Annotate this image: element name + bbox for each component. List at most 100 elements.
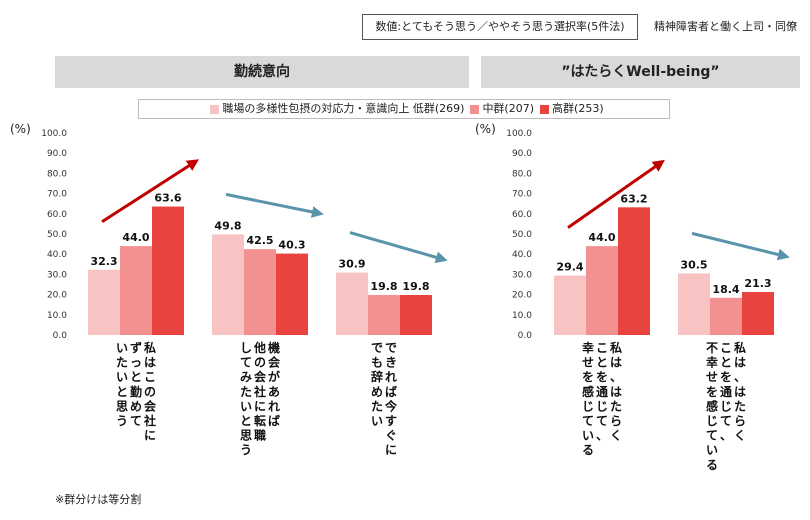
left-category-label-char: 機 [268, 340, 280, 355]
left-y-tick-label: 30.0 [47, 270, 67, 280]
left-category-label-char: に [144, 429, 156, 443]
right-category-label-char: 不 [706, 341, 718, 355]
right-category-label-char: 、 [596, 429, 608, 443]
left-data-label: 30.9 [338, 258, 365, 271]
left-category-label-char: し [240, 341, 252, 355]
left-category-label-char: に [385, 443, 397, 457]
left-category-label-char: と [130, 370, 142, 384]
legend-label-mid: 中群(207) [482, 102, 535, 115]
right-category-label-char: じ [706, 414, 718, 428]
left-category-label-char: い [116, 341, 128, 355]
right-bar [710, 297, 742, 335]
right-category-label-char: る [706, 458, 718, 472]
right-category-label-char: く [610, 429, 622, 443]
legend-label-low: 職場の多様性包摂の対応力・意識向上 低群(269) [222, 102, 465, 115]
left-category-label-char: う [116, 414, 128, 428]
right-y-tick-label: 0.0 [518, 331, 533, 341]
right-category-label-char: と [596, 356, 608, 370]
right-category-label-char: い [582, 429, 594, 443]
left-category-label-char: れ [268, 399, 280, 413]
left-y-tick-label: 90.0 [47, 149, 67, 159]
right-category-label-char: じ [582, 399, 594, 413]
left-trend-arrow-down [349, 231, 448, 264]
right-category-label-char: て [596, 414, 608, 428]
right-y-tick-label: 10.0 [512, 311, 532, 321]
left-category-label-char: は [144, 356, 156, 370]
left-category-label-char: い [240, 399, 252, 413]
right-y-tick-label: 40.0 [512, 250, 532, 260]
right-category-label-char: せ [706, 370, 718, 384]
right-bar [554, 275, 586, 335]
left-panel-title: 勤続意向 [55, 56, 469, 88]
left-y-tick-label: 60.0 [47, 210, 67, 220]
left-y-tick-label: 80.0 [47, 169, 67, 179]
left-category-label-char: と [116, 385, 128, 399]
left-category-label-char: の [254, 356, 266, 370]
right-data-label: 63.2 [620, 192, 647, 205]
right-category-label-char: じ [720, 399, 732, 413]
left-data-label: 42.5 [246, 234, 273, 247]
right-category-label-char: 幸 [706, 355, 718, 370]
right-data-label: 21.3 [744, 277, 771, 290]
right-category-label-char: ら [610, 414, 622, 428]
left-bar [152, 206, 184, 335]
left-category-label-char: も [371, 356, 383, 370]
right-trend-arrow-up [567, 159, 665, 229]
right-category-label-char: 、 [734, 370, 746, 384]
right-category-label-char: こ [596, 341, 608, 355]
left-category-label-char: た [240, 385, 252, 399]
right-data-label: 44.0 [588, 231, 615, 244]
left-bar [400, 295, 432, 335]
left-unit-label: (%) [10, 122, 31, 136]
left-category-label-char: 社 [253, 384, 266, 399]
right-bar [586, 246, 618, 335]
left-data-label: 40.3 [278, 239, 305, 252]
left-category-label-char: 勤 [130, 384, 142, 399]
left-data-label: 32.3 [90, 255, 117, 268]
right-data-label: 18.4 [712, 283, 739, 296]
right-category-label-char: は [610, 356, 622, 370]
left-bar [212, 234, 244, 335]
right-category-label-char: ら [734, 414, 746, 428]
right-y-tick-label: 90.0 [512, 149, 532, 159]
left-category-label-char: 思 [240, 429, 252, 443]
legend-swatch-mid [470, 104, 480, 114]
left-category-label-char: み [240, 370, 252, 384]
left-category-label-char: 転 [254, 413, 266, 428]
left-category-label-char: あ [268, 385, 280, 399]
left-bar [244, 249, 276, 335]
left-data-label: 19.8 [370, 280, 397, 293]
left-category-label-char: た [371, 399, 383, 413]
right-data-label: 29.4 [556, 261, 583, 274]
right-category-label-char: じ [596, 399, 608, 413]
left-bar [120, 246, 152, 335]
right-category-label-char: た [734, 399, 746, 413]
left-bar [276, 253, 308, 335]
right-y-tick-label: 100.0 [506, 129, 532, 139]
left-category-label-char: 会 [268, 355, 281, 370]
left-trend-arrow-up [101, 159, 200, 224]
respondent-subtitle: 精神障害者と働く上司・同僚 [654, 20, 797, 33]
right-category-label-char: い [706, 443, 718, 457]
right-category-label-char: せ [582, 356, 594, 370]
right-panel-title: ”はたらくWell-being” [481, 56, 800, 88]
right-data-label: 30.5 [680, 258, 707, 271]
left-category-label-char: れ [385, 370, 397, 384]
left-y-tick-label: 100.0 [41, 129, 67, 139]
right-category-label-char: 通 [596, 384, 608, 399]
left-category-label-char: て [240, 356, 252, 370]
value-note: 数値:とてもそう思う／ややそう思う選択率(5件法) [362, 14, 638, 40]
right-bar [742, 291, 774, 335]
left-category-label-char: す [385, 414, 397, 428]
legend-label-high: 高群(253) [552, 102, 604, 115]
left-category-label-char: め [130, 399, 142, 413]
left-category-label-char: で [385, 341, 397, 355]
left-category-label-char: 職 [254, 428, 266, 443]
left-y-tick-label: 20.0 [47, 291, 67, 301]
left-category-label-char: に [254, 399, 266, 413]
left-trend-arrow-down [225, 192, 324, 218]
right-y-tick-label: 60.0 [512, 210, 532, 220]
right-y-tick-label: 20.0 [512, 291, 532, 301]
right-category-label-char: は [610, 385, 622, 399]
left-category-label-char: 会 [144, 398, 157, 413]
